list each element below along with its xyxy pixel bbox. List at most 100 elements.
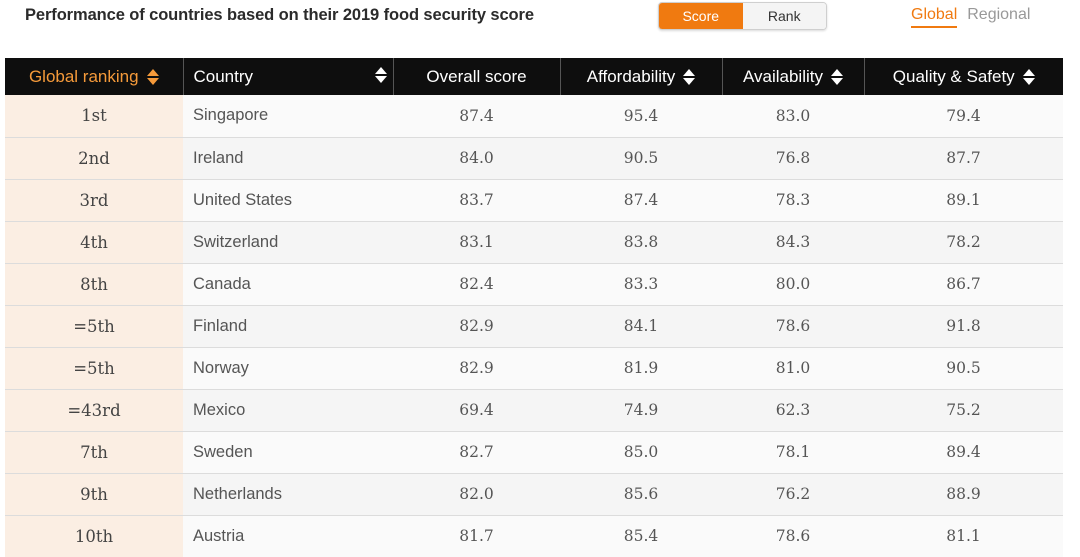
quality-safety-cell: 87.7 — [864, 137, 1063, 179]
table-row: 7th Sweden 82.7 85.0 78.1 89.4 — [5, 431, 1063, 473]
sort-icon[interactable] — [831, 68, 843, 85]
column-header-label: Global ranking — [28, 66, 139, 86]
column-header-global-ranking[interactable]: Global ranking — [5, 58, 184, 95]
country-cell: Ireland — [183, 137, 393, 179]
affordability-cell: 85.0 — [560, 431, 722, 473]
affordability-cell: 85.4 — [560, 515, 722, 557]
table-body: 1st Singapore 87.4 95.4 83.0 79.4 2nd Ireland 84… — [5, 95, 1063, 557]
affordability-cell: 90.5 — [560, 137, 722, 179]
table-row: =5th Norway 82.9 81.9 81.0 90.5 — [5, 347, 1063, 389]
quality-safety-cell: 89.4 — [864, 431, 1063, 473]
column-header-overall-score[interactable]: Overall score — [393, 58, 561, 95]
top-bar: Performance of countries based on their … — [0, 0, 1080, 58]
column-header-quality-safety[interactable]: Quality & Safety — [864, 58, 1063, 95]
quality-safety-cell: 81.1 — [864, 515, 1063, 557]
scope-tabs: Global Regional — [911, 6, 1030, 28]
affordability-cell: 81.9 — [560, 347, 722, 389]
rank-cell: 2nd — [5, 137, 183, 179]
view-toggle: Score Rank — [658, 2, 827, 30]
affordability-cell: 74.9 — [560, 389, 722, 431]
availability-cell: 78.6 — [722, 515, 864, 557]
column-header-label: Country — [193, 66, 254, 86]
table-row: 1st Singapore 87.4 95.4 83.0 79.4 — [5, 95, 1063, 137]
rank-cell: 1st — [5, 95, 183, 137]
country-cell: Switzerland — [183, 221, 393, 263]
quality-safety-cell: 75.2 — [864, 389, 1063, 431]
table-row: 4th Switzerland 83.1 83.8 84.3 78.2 — [5, 221, 1063, 263]
sort-icon[interactable] — [683, 68, 696, 85]
country-cell: Sweden — [183, 431, 393, 473]
country-cell: Singapore — [183, 95, 393, 137]
country-cell: United States — [183, 179, 393, 221]
country-cell: Austria — [183, 515, 393, 557]
overall-score-cell: 82.9 — [393, 347, 560, 389]
rank-cell: 7th — [5, 431, 183, 473]
affordability-cell: 95.4 — [560, 95, 722, 137]
rank-cell: 4th — [5, 221, 183, 263]
rank-cell: 8th — [5, 263, 183, 305]
rank-cell: 10th — [5, 515, 183, 557]
availability-cell: 81.0 — [722, 347, 864, 389]
page-title: Performance of countries based on their … — [25, 6, 534, 24]
overall-score-cell: 87.4 — [393, 95, 560, 137]
availability-cell: 78.6 — [722, 305, 864, 347]
quality-safety-cell: 91.8 — [864, 305, 1063, 347]
affordability-cell: 84.1 — [560, 305, 722, 347]
overall-score-cell: 82.0 — [393, 473, 560, 515]
rank-cell: 3rd — [5, 179, 183, 221]
availability-cell: 78.3 — [722, 179, 864, 221]
overall-score-cell: 83.1 — [393, 221, 560, 263]
table-row: 9th Netherlands 82.0 85.6 76.2 88.9 — [5, 473, 1063, 515]
country-cell: Mexico — [183, 389, 393, 431]
table-row: =43rd Mexico 69.4 74.9 62.3 75.2 — [5, 389, 1063, 431]
quality-safety-cell: 89.1 — [864, 179, 1063, 221]
table-row: 3rd United States 83.7 87.4 78.3 89.1 — [5, 179, 1063, 221]
tab-global[interactable]: Global — [911, 6, 958, 28]
tab-regional[interactable]: Regional — [967, 6, 1031, 23]
availability-cell: 80.0 — [722, 263, 864, 305]
overall-score-cell: 82.4 — [393, 263, 560, 305]
table-row: 8th Canada 82.4 83.3 80.0 86.7 — [5, 263, 1063, 305]
column-header-label: Affordability — [586, 66, 676, 86]
availability-cell: 83.0 — [722, 95, 864, 137]
quality-safety-cell: 90.5 — [864, 347, 1063, 389]
column-header-availability[interactable]: Availability — [722, 58, 865, 95]
table-row: 2nd Ireland 84.0 90.5 76.8 87.7 — [5, 137, 1063, 179]
quality-safety-cell: 88.9 — [864, 473, 1063, 515]
rank-cell: =5th — [5, 347, 183, 389]
overall-score-cell: 83.7 — [393, 179, 560, 221]
availability-cell: 78.1 — [722, 431, 864, 473]
table-row: =5th Finland 82.9 84.1 78.6 91.8 — [5, 305, 1063, 347]
quality-safety-cell: 79.4 — [864, 95, 1063, 137]
sort-icon[interactable] — [1022, 68, 1035, 85]
rank-cell: =43rd — [5, 389, 183, 431]
column-header-label: Overall score — [426, 66, 527, 86]
availability-cell: 62.3 — [722, 389, 864, 431]
availability-cell: 76.2 — [722, 473, 864, 515]
country-cell: Canada — [183, 263, 393, 305]
rank-cell: =5th — [5, 305, 183, 347]
affordability-cell: 85.6 — [560, 473, 722, 515]
country-cell: Norway — [183, 347, 393, 389]
country-cell: Finland — [183, 305, 393, 347]
column-header-label: Availability — [742, 66, 823, 86]
table-header-row: Global ranking Country Overall score Aff… — [5, 58, 1063, 95]
quality-safety-cell: 86.7 — [864, 263, 1063, 305]
availability-cell: 76.8 — [722, 137, 864, 179]
sort-icon[interactable] — [374, 67, 387, 83]
rank-cell: 9th — [5, 473, 183, 515]
rank-toggle-button[interactable]: Rank — [742, 3, 826, 29]
affordability-cell: 83.3 — [560, 263, 722, 305]
column-header-affordability[interactable]: Affordability — [560, 58, 723, 95]
country-cell: Netherlands — [183, 473, 393, 515]
overall-score-cell: 81.7 — [393, 515, 560, 557]
quality-safety-cell: 78.2 — [864, 221, 1063, 263]
column-header-label: Quality & Safety — [892, 66, 1015, 86]
column-header-country[interactable]: Country — [183, 58, 394, 95]
sort-icon[interactable] — [146, 68, 159, 85]
food-security-table: Global ranking Country Overall score Aff… — [5, 58, 1063, 557]
availability-cell: 84.3 — [722, 221, 864, 263]
affordability-cell: 87.4 — [560, 179, 722, 221]
score-toggle-button[interactable]: Score — [659, 3, 743, 29]
overall-score-cell: 84.0 — [393, 137, 560, 179]
